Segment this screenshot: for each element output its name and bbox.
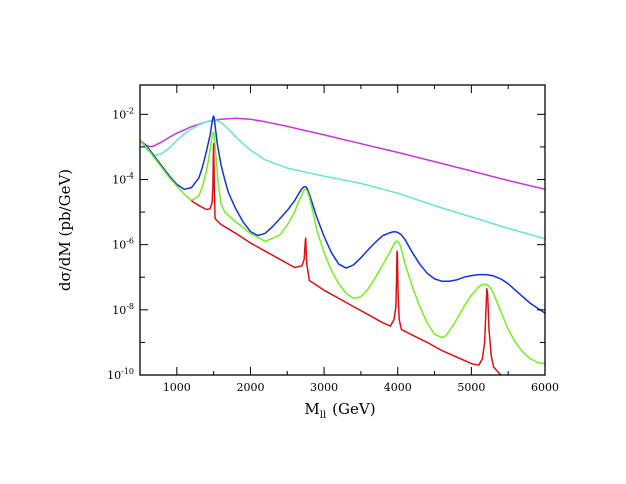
y-tick-label: 10-4 [112, 171, 134, 186]
x-axis-title: Mll (GeV) [304, 400, 375, 421]
series-line-cyan [140, 119, 545, 240]
series-layer [140, 115, 545, 375]
ticks-layer: 1000 2000 3000 4000 5000 6000 10-2 10-4 10-6 10-8… [107, 85, 559, 394]
y-tick-label: 10-2 [112, 106, 134, 121]
x-tick-label: 4000 [384, 381, 412, 394]
y-tick-label: 10-10 [107, 367, 134, 382]
series-line-magenta [140, 117, 545, 191]
x-axis-title-unit: (GeV) [332, 400, 375, 418]
x-tick-label: 2000 [236, 381, 264, 394]
x-tick-label: 5000 [457, 381, 485, 394]
plot-frame [139, 84, 546, 376]
x-tick-label: 6000 [531, 381, 559, 394]
y-axis-title: dσ/dM (pb/GeV) [56, 169, 74, 291]
series-line-green [140, 131, 545, 365]
x-tick-label: 1000 [163, 381, 191, 394]
y-tick-label: 10-6 [112, 237, 134, 252]
x-axis-title-main: M [304, 400, 319, 418]
series-line-red [191, 142, 502, 375]
series-line-blue [140, 115, 545, 314]
x-axis-title-sub: ll [320, 410, 326, 421]
y-tick-label: 10-8 [112, 302, 134, 317]
x-tick-label: 3000 [310, 381, 338, 394]
